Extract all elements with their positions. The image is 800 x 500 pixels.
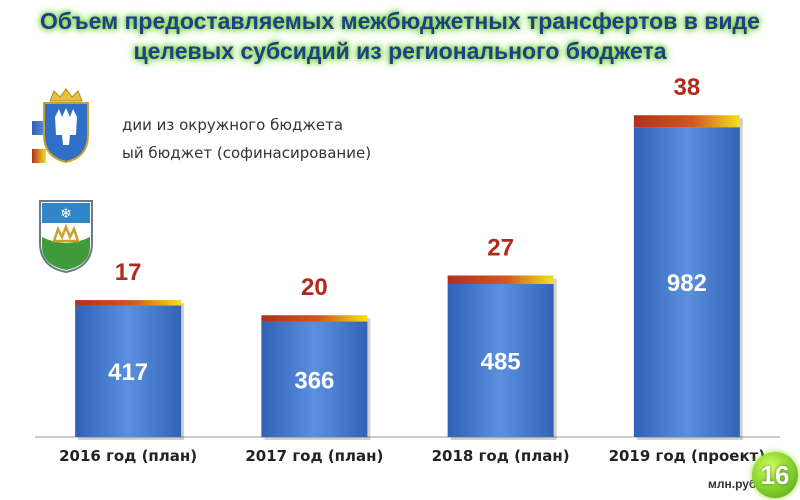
- data-label-regional: 366: [294, 367, 334, 394]
- data-label-regional: 982: [667, 270, 707, 297]
- bar-cofinancing: [261, 315, 368, 322]
- data-label-cofinancing: 17: [115, 259, 142, 286]
- data-label-regional: 417: [108, 359, 148, 386]
- bar-cofinancing: [447, 275, 554, 285]
- category-label: 2018 год (план): [432, 447, 570, 465]
- data-label-cofinancing: 38: [674, 74, 701, 101]
- bar-regional: [447, 284, 554, 437]
- title-band: [0, 0, 800, 72]
- bar-regional: [261, 321, 368, 437]
- units-label: млн.руб.: [708, 477, 760, 491]
- region-coat-of-arms-icon: [43, 88, 89, 163]
- data-label-cofinancing: 27: [487, 234, 514, 261]
- legend-label-regional: дии из окружного бюджета: [122, 116, 344, 134]
- district-coat-of-arms-icon: ❄: [39, 200, 93, 273]
- svg-text:❄: ❄: [60, 206, 72, 222]
- bar-regional: [633, 127, 740, 437]
- slide-title: Объем предоставляемых межбюджетных транс…: [40, 8, 760, 64]
- legend-swatch-regional: [32, 121, 46, 135]
- category-label: 2017 год (план): [245, 447, 383, 465]
- bar-regional: [75, 305, 182, 437]
- page-number: 16: [760, 460, 790, 490]
- category-label: 2016 год (план): [59, 447, 197, 465]
- legend-label-cofinancing: ый бюджет (софинасирование): [122, 144, 372, 162]
- bar-cofinancing: [75, 300, 182, 306]
- page-number-badge: 16: [752, 452, 798, 498]
- legend-swatch-cofinancing: [32, 149, 46, 163]
- bar-cofinancing: [633, 115, 740, 128]
- data-label-regional: 485: [481, 349, 521, 376]
- data-label-cofinancing: 20: [301, 274, 328, 301]
- category-label: 2019 год (проект): [609, 447, 766, 465]
